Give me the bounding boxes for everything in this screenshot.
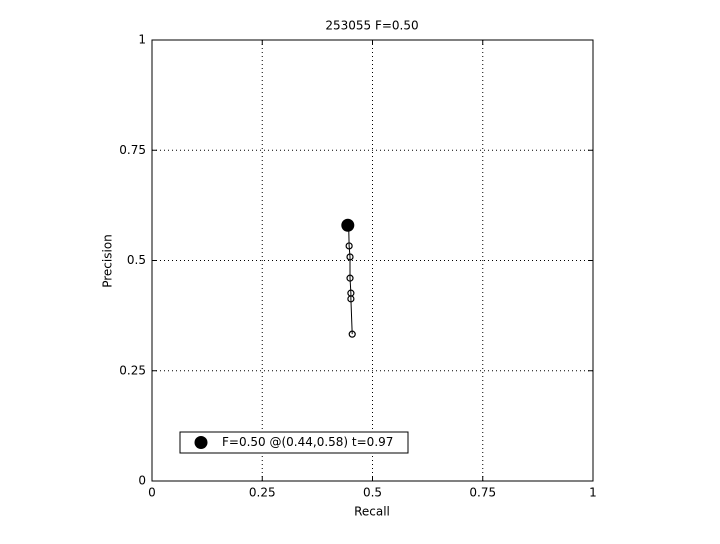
x-tick-label: 1: [589, 486, 597, 500]
y-axis-label: Precision: [101, 234, 115, 288]
legend-label: F=0.50 @(0.44,0.58) t=0.97: [222, 435, 393, 449]
series-line: [348, 226, 353, 335]
y-tick-label: 0.5: [127, 253, 146, 267]
chart-title: 253055 F=0.50: [325, 19, 418, 33]
data-point: [346, 274, 354, 282]
axes-box: [151, 39, 594, 482]
x-tick-label: 0.75: [469, 486, 496, 500]
data-point: [347, 295, 355, 303]
legend-marker: [194, 436, 208, 449]
x-tick-label: 0.5: [363, 486, 382, 500]
data-point: [346, 253, 354, 261]
x-tick-label: 0.25: [249, 486, 276, 500]
data-point: [345, 242, 353, 250]
legend-box: [179, 431, 409, 454]
y-tick-label: 0.25: [119, 363, 146, 377]
data-point: [348, 330, 356, 338]
x-axis-label: Recall: [354, 505, 390, 519]
x-tick-label: 0: [148, 486, 156, 500]
data-point: [341, 218, 355, 232]
y-tick-label: 0.75: [119, 143, 146, 157]
y-tick-label: 0: [138, 474, 146, 488]
y-tick-label: 1: [138, 33, 146, 47]
